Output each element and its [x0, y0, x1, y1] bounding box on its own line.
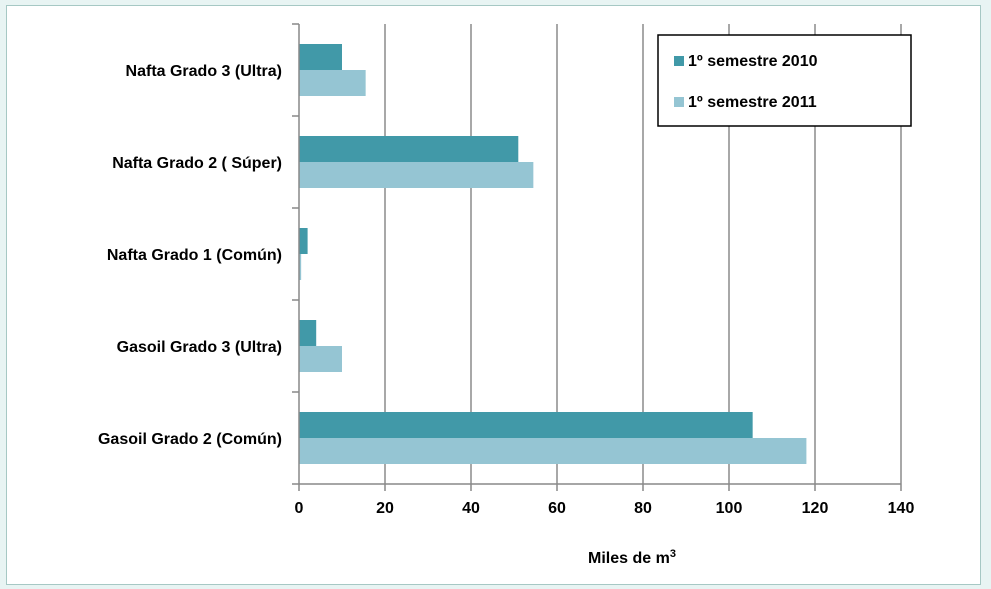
category-label: Nafta Grado 1 (Común) — [107, 247, 282, 264]
x-tick-label: 20 — [376, 500, 394, 517]
category-label: Nafta Grado 3 (Ultra) — [126, 63, 282, 80]
bar-2010 — [299, 412, 753, 438]
x-axis-title-superscript: 3 — [670, 548, 676, 560]
x-tick-label: 100 — [716, 500, 743, 517]
x-tick-label: 40 — [462, 500, 480, 517]
legend-swatch-2011 — [674, 97, 684, 107]
x-tick-label: 120 — [802, 500, 829, 517]
category-label: Gasoil Grado 2 (Común) — [98, 431, 282, 448]
x-tick-label: 80 — [634, 500, 652, 517]
bar-2010 — [299, 136, 519, 162]
legend-box — [657, 34, 912, 127]
axes — [298, 24, 901, 485]
bar-2011 — [299, 438, 807, 464]
bar-2011 — [299, 70, 366, 96]
bar-2011 — [299, 346, 342, 372]
legend-swatch-2010 — [674, 56, 684, 66]
bar-chart: Nafta Grado 3 (Ultra) Nafta Grado 2 ( Súp… — [98, 23, 915, 567]
chart-panel: Nafta Grado 3 (Ultra) Nafta Grado 2 ( Súp… — [6, 5, 981, 585]
x-tick-label: 60 — [548, 500, 566, 517]
bar-2010 — [299, 320, 317, 346]
x-tick-label: 140 — [888, 500, 915, 517]
category-labels: Nafta Grado 3 (Ultra) Nafta Grado 2 ( Súp… — [98, 63, 282, 448]
bar-2010 — [299, 44, 342, 70]
x-axis-title: Miles de m3 — [588, 548, 676, 567]
legend-label-2011: 1º semestre 2011 — [688, 94, 817, 111]
x-tick-label: 0 — [295, 500, 304, 517]
bars — [299, 44, 807, 464]
legend-label-2010: 1º semestre 2010 — [688, 53, 818, 70]
category-label: Nafta Grado 2 ( Súper) — [112, 155, 282, 172]
bar-2010 — [299, 228, 308, 254]
legend: 1º semestre 2010 1º semestre 2011 — [657, 34, 912, 127]
bar-2011 — [299, 254, 302, 280]
category-label: Gasoil Grado 3 (Ultra) — [117, 339, 282, 356]
bar-2011 — [299, 162, 534, 188]
x-tick-labels: 0 20 40 60 80 100 120 140 — [295, 500, 915, 517]
